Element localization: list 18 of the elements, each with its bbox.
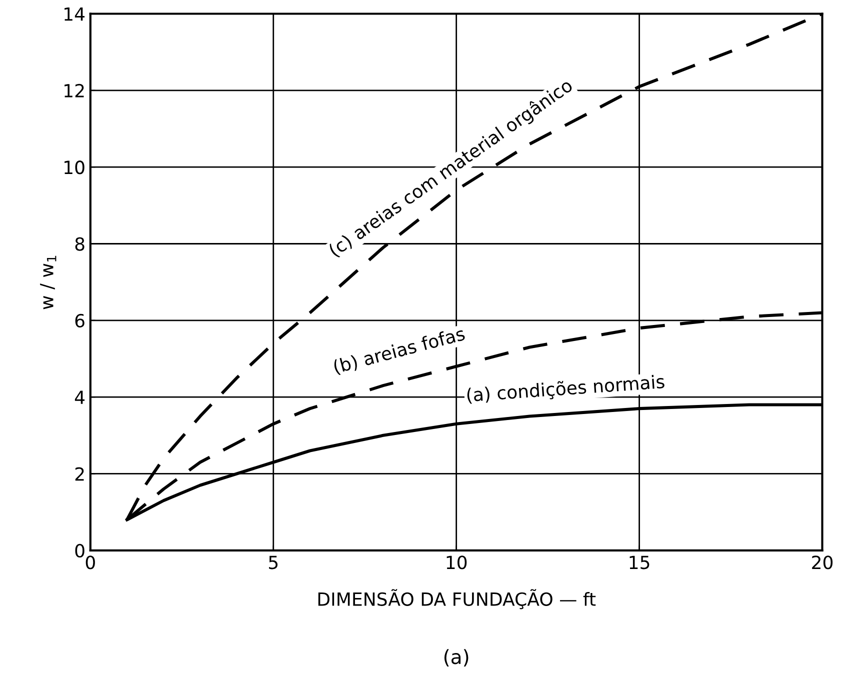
y-tick-label: 2 <box>75 467 84 481</box>
x-tick-label: 5 <box>269 556 278 570</box>
y-tick-label: 6 <box>75 314 84 328</box>
x-tick-label: 20 <box>812 556 833 570</box>
annotation: (a) condições normais <box>466 374 665 406</box>
y-tick-label: 12 <box>64 84 84 98</box>
x-axis-title: DIMENSÃO DA FUNDAÇÃO — ft <box>318 589 596 610</box>
y-tick-label: 8 <box>75 237 84 251</box>
y-tick-label: 10 <box>64 160 84 174</box>
x-tick-label: 15 <box>630 556 650 570</box>
x-tick-label: 10 <box>446 556 467 570</box>
annotation: (b) areias fofas <box>332 326 466 376</box>
y-axis-title: w / w$_{1}$ <box>40 256 56 310</box>
y-tick-label: 4 <box>74 390 85 404</box>
text: (a) <box>444 649 468 666</box>
y-tick-label: 0 <box>75 544 84 558</box>
y-tick-label: 14 <box>64 7 85 21</box>
x-tick-label: 0 <box>86 556 95 570</box>
